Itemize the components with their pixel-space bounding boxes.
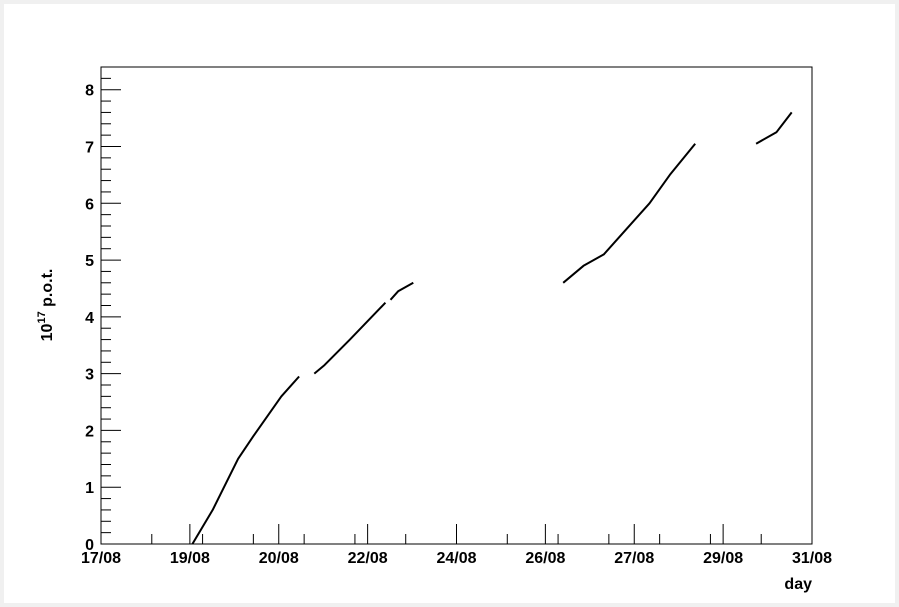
pot-series-segment [313, 302, 387, 375]
pot-series-segment [755, 111, 793, 145]
y-tick-label: 7 [85, 140, 94, 157]
x-tick-label: 24/08 [436, 550, 476, 567]
y-tick-label: 0 [85, 537, 94, 554]
x-tick-label: 20/08 [259, 550, 299, 567]
series-lines [191, 111, 793, 545]
y-tick-label: 2 [85, 423, 94, 440]
x-tick-label: 22/08 [348, 550, 388, 567]
y-tick-label: 6 [85, 196, 94, 213]
tick-labels: 0 1 2 3 4 5 6 7 8 17/08 19/08 20/08 22/08 24/08 26/08 2… [81, 83, 832, 567]
x-tick-label: 31/08 [792, 550, 832, 567]
y-tick-label: 3 [85, 367, 94, 384]
y-axis-label-rest: p.o.t. [39, 269, 56, 312]
y-tick-label: 1 [85, 480, 94, 497]
y-tick-label: 5 [85, 253, 94, 270]
y-axis-label: 1017 p.o.t. [36, 269, 56, 342]
x-axis-label: day [784, 576, 812, 593]
x-tick-label: 17/08 [81, 550, 121, 567]
axis-ticks [100, 66, 813, 545]
y-axis-label-exponent: 17 [36, 311, 48, 323]
x-tick-label: 29/08 [703, 550, 743, 567]
x-tick-label: 27/08 [614, 550, 654, 567]
x-tick-label: 26/08 [525, 550, 565, 567]
y-axis-label-base: 10 [39, 323, 56, 341]
pot-series-segment [389, 281, 414, 301]
plot-frame [100, 66, 813, 545]
pot-series-segment [562, 143, 696, 284]
plot-pad [4, 4, 895, 603]
y-tick-label: 4 [85, 310, 94, 327]
y-tick-label: 8 [85, 83, 94, 100]
x-tick-label: 19/08 [170, 550, 210, 567]
pot-series-segment [191, 375, 300, 545]
